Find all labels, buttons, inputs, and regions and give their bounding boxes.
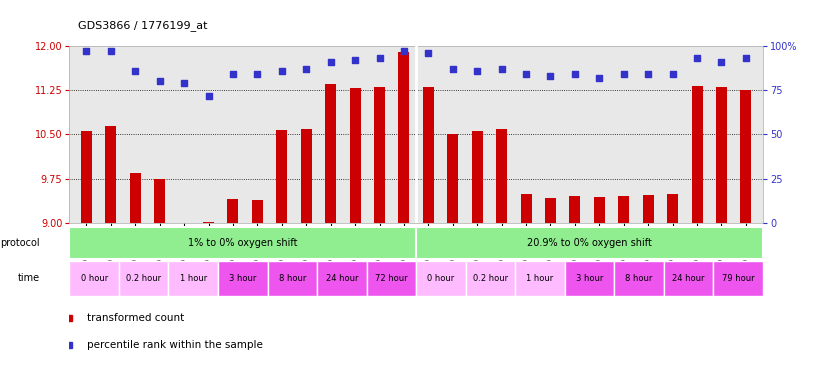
Text: GDS3866 / 1776199_at: GDS3866 / 1776199_at: [78, 20, 207, 31]
Bar: [130, 173, 141, 223]
Bar: [366, 261, 416, 296]
Bar: [119, 261, 168, 296]
Bar: [105, 126, 117, 223]
Bar: [565, 261, 614, 296]
Bar: [447, 134, 459, 223]
Bar: [667, 194, 678, 223]
Bar: [81, 131, 92, 223]
Point: [104, 48, 118, 55]
Text: 0 hour: 0 hour: [81, 274, 108, 283]
Point: [666, 71, 679, 78]
Bar: [69, 261, 119, 296]
Bar: [664, 261, 713, 296]
Bar: [515, 261, 565, 296]
Bar: [154, 179, 165, 223]
Bar: [570, 196, 580, 223]
Bar: [317, 261, 366, 296]
Point: [641, 71, 654, 78]
Point: [715, 59, 728, 65]
Bar: [168, 261, 218, 296]
Bar: [218, 261, 268, 296]
Bar: [740, 90, 752, 223]
Bar: [416, 227, 763, 259]
Bar: [691, 86, 703, 223]
Bar: [228, 199, 238, 223]
Point: [617, 71, 630, 78]
Bar: [69, 227, 416, 259]
Bar: [203, 222, 214, 223]
Text: 79 hour: 79 hour: [722, 274, 755, 283]
Point: [397, 48, 410, 55]
Point: [178, 80, 191, 86]
Text: 24 hour: 24 hour: [326, 274, 358, 283]
Text: 8 hour: 8 hour: [625, 274, 653, 283]
Point: [495, 66, 508, 72]
Text: 8 hour: 8 hour: [278, 274, 306, 283]
Point: [275, 68, 288, 74]
Text: 3 hour: 3 hour: [576, 274, 603, 283]
Text: protocol: protocol: [0, 238, 40, 248]
Point: [739, 55, 752, 61]
Text: 1% to 0% oxygen shift: 1% to 0% oxygen shift: [188, 238, 298, 248]
Point: [422, 50, 435, 56]
Text: 24 hour: 24 hour: [672, 274, 705, 283]
Text: 0 hour: 0 hour: [428, 274, 455, 283]
Text: 0.2 hour: 0.2 hour: [473, 274, 508, 283]
Bar: [472, 131, 483, 223]
Bar: [619, 196, 629, 223]
Bar: [643, 195, 654, 223]
Bar: [713, 261, 763, 296]
Bar: [521, 194, 531, 223]
Bar: [716, 87, 727, 223]
Bar: [277, 130, 287, 223]
Bar: [545, 198, 556, 223]
Bar: [416, 261, 466, 296]
Text: 20.9% to 0% oxygen shift: 20.9% to 0% oxygen shift: [527, 238, 652, 248]
Point: [690, 55, 703, 61]
Bar: [268, 261, 317, 296]
Bar: [594, 197, 605, 223]
Text: 72 hour: 72 hour: [375, 274, 408, 283]
Point: [129, 68, 142, 74]
Bar: [326, 84, 336, 223]
Bar: [398, 52, 410, 223]
Bar: [374, 87, 385, 223]
Text: time: time: [17, 273, 40, 283]
Bar: [252, 200, 263, 223]
Point: [202, 93, 215, 99]
Text: 3 hour: 3 hour: [229, 274, 256, 283]
Text: 1 hour: 1 hour: [526, 274, 553, 283]
Bar: [301, 129, 312, 223]
Bar: [423, 87, 434, 223]
Point: [569, 71, 582, 78]
Point: [520, 71, 533, 78]
Bar: [466, 261, 515, 296]
Point: [80, 48, 93, 55]
Bar: [614, 261, 664, 296]
Point: [324, 59, 337, 65]
Point: [446, 66, 459, 72]
Point: [348, 57, 361, 63]
Text: 0.2 hour: 0.2 hour: [126, 274, 162, 283]
Point: [471, 68, 484, 74]
Bar: [496, 129, 507, 223]
Text: 1 hour: 1 hour: [180, 274, 206, 283]
Point: [373, 55, 386, 61]
Point: [592, 75, 605, 81]
Text: transformed count: transformed count: [86, 313, 184, 323]
Point: [251, 71, 264, 78]
Point: [227, 71, 240, 78]
Point: [153, 78, 166, 84]
Point: [544, 73, 557, 79]
Bar: [349, 88, 361, 223]
Text: percentile rank within the sample: percentile rank within the sample: [86, 340, 263, 350]
Point: [299, 66, 313, 72]
